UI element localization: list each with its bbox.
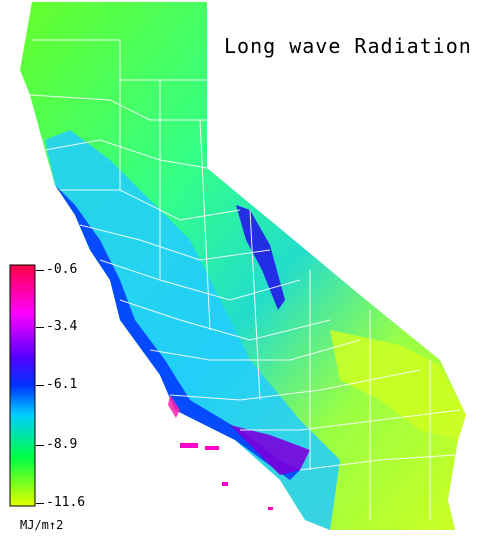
legend-tick-label: -6.1 [46, 377, 78, 392]
county-boundaries [29, 39, 461, 520]
coastal-blue-zone [55, 185, 300, 480]
legend-tick-label: -11.6 [46, 495, 86, 510]
sierra-blue-zone [236, 205, 285, 310]
legend-color-ramp [9, 264, 36, 507]
legend-units: MJ/m↑2 [20, 518, 64, 532]
coastal-magenta-zone [168, 395, 180, 418]
map-title: Long wave Radiation [224, 34, 472, 58]
legend-tick-label: -3.4 [46, 319, 78, 334]
legend-tick [36, 327, 44, 328]
legend-tick [36, 385, 44, 386]
california-shape [20, 2, 466, 530]
legend-tick [36, 503, 44, 504]
legend-tick [36, 270, 44, 271]
legend-tick-label: -0.6 [46, 262, 78, 277]
legend-tick-label: -8.9 [46, 437, 78, 452]
legend-tick [36, 445, 44, 446]
channel-islands [180, 443, 273, 510]
desert-warm-zone [330, 330, 466, 440]
coastal-purple-zone [230, 425, 310, 475]
